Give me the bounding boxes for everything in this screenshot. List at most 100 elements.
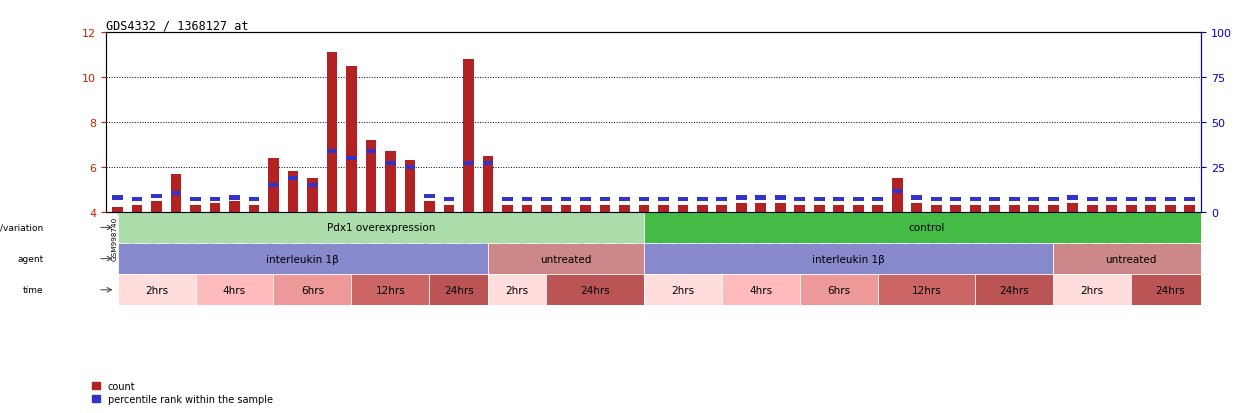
Bar [405, 161, 416, 212]
Bar [326, 53, 337, 212]
Bar [911, 203, 923, 212]
Bar [970, 197, 981, 201]
Bar [112, 196, 123, 200]
Bar [1184, 197, 1195, 201]
Text: Pdx1 overexpression: Pdx1 overexpression [326, 223, 435, 233]
Text: 2hrs: 2hrs [1081, 285, 1104, 295]
Bar [1184, 206, 1195, 212]
Bar [288, 177, 299, 181]
Text: GDS4332 / 1368127_at: GDS4332 / 1368127_at [106, 19, 248, 32]
Bar [274, 275, 351, 306]
Bar [463, 161, 474, 165]
Text: interleukin 1β: interleukin 1β [266, 254, 339, 264]
Bar [425, 201, 435, 212]
Bar [483, 157, 493, 212]
Text: 24hrs: 24hrs [580, 285, 610, 295]
Bar [833, 197, 844, 201]
Bar [209, 203, 220, 212]
Bar [950, 197, 961, 201]
Bar [931, 206, 941, 212]
Bar [151, 195, 162, 199]
Bar [1145, 197, 1157, 201]
Bar [644, 243, 1053, 275]
Text: untreated: untreated [1106, 254, 1157, 264]
Bar [756, 203, 766, 212]
Bar [366, 141, 376, 212]
Bar [542, 197, 552, 201]
Bar [1028, 206, 1040, 212]
Bar [151, 201, 162, 212]
Bar [249, 197, 259, 201]
Bar [502, 206, 513, 212]
Bar [639, 206, 649, 212]
Bar [1125, 197, 1137, 201]
Bar [774, 196, 786, 200]
Bar [677, 206, 688, 212]
Bar [580, 206, 591, 212]
Bar [1165, 197, 1175, 201]
Bar [833, 206, 844, 212]
Bar [366, 150, 376, 154]
Bar [799, 275, 878, 306]
Bar [117, 243, 488, 275]
Text: 24hrs: 24hrs [1000, 285, 1030, 295]
Bar [1028, 197, 1040, 201]
Bar [990, 197, 1000, 201]
Bar [385, 161, 396, 165]
Bar [756, 196, 766, 200]
Text: 4hrs: 4hrs [223, 285, 247, 295]
Bar [171, 174, 182, 212]
Bar [1067, 196, 1078, 200]
Bar [132, 206, 142, 212]
Bar [463, 60, 474, 212]
Bar [697, 197, 707, 201]
Text: 24hrs: 24hrs [443, 285, 473, 295]
Bar [659, 206, 669, 212]
Text: 2hrs: 2hrs [505, 285, 529, 295]
Bar [931, 197, 941, 201]
Bar [814, 206, 824, 212]
Bar [1125, 206, 1137, 212]
Text: control: control [909, 223, 945, 233]
Bar [351, 275, 430, 306]
Bar [190, 197, 200, 201]
Text: 4hrs: 4hrs [749, 285, 772, 295]
Bar [736, 196, 747, 200]
Bar [430, 275, 488, 306]
Bar [891, 179, 903, 212]
Text: genotype/variation: genotype/variation [0, 223, 44, 233]
Bar [677, 197, 688, 201]
Bar [1165, 206, 1175, 212]
Bar [171, 192, 182, 196]
Bar [112, 208, 123, 212]
Text: 6hrs: 6hrs [301, 285, 324, 295]
Bar [1008, 197, 1020, 201]
Bar [1067, 203, 1078, 212]
Bar [190, 206, 200, 212]
Bar [911, 196, 923, 200]
Bar [488, 243, 644, 275]
Bar [722, 275, 799, 306]
Bar [288, 172, 299, 212]
Bar [483, 161, 493, 165]
Bar [600, 197, 610, 201]
Bar [268, 184, 279, 188]
Bar [443, 197, 454, 201]
Bar [308, 179, 317, 212]
Bar [326, 150, 337, 154]
Bar [580, 197, 591, 201]
Text: time: time [22, 285, 44, 294]
Bar [522, 206, 533, 212]
Bar [1132, 275, 1209, 306]
Bar [619, 197, 630, 201]
Bar [950, 206, 961, 212]
Text: 24hrs: 24hrs [1155, 285, 1185, 295]
Bar [488, 275, 547, 306]
Bar [229, 196, 240, 200]
Bar [736, 203, 747, 212]
Bar [385, 152, 396, 212]
Bar [970, 206, 981, 212]
Text: 2hrs: 2hrs [144, 285, 168, 295]
Bar [697, 206, 707, 212]
Bar [1053, 243, 1209, 275]
